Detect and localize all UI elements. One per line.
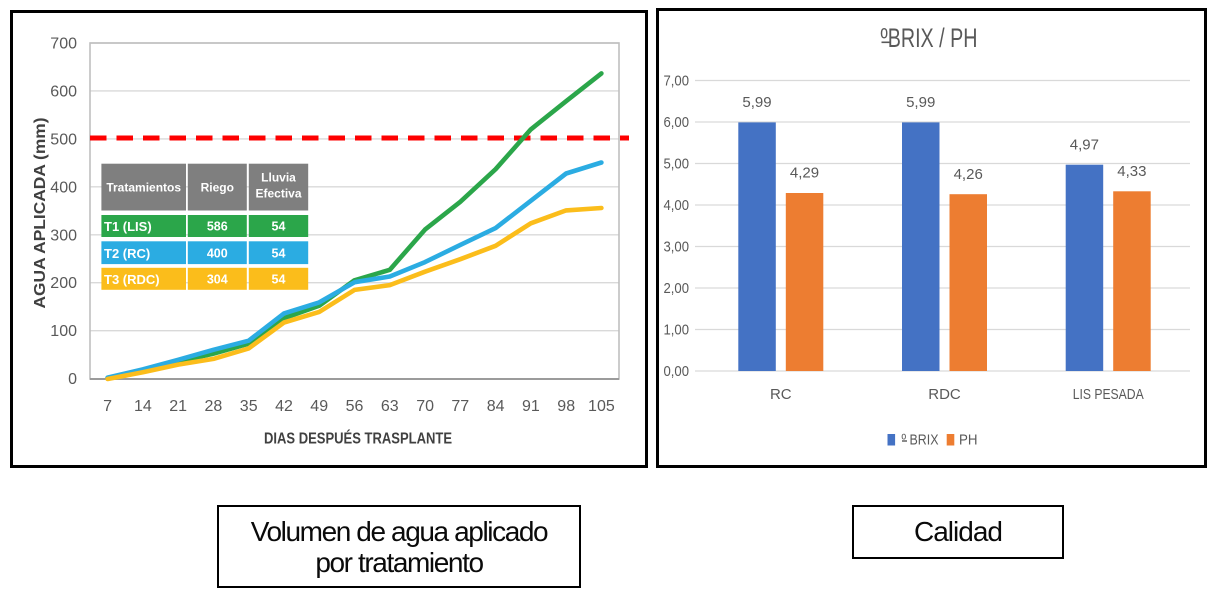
svg-text:Lluvia: Lluvia <box>261 171 296 185</box>
svg-text:AGUA APLICADA (mm): AGUA APLICADA (mm) <box>32 118 49 309</box>
svg-text:35: 35 <box>240 398 258 415</box>
svg-text:70: 70 <box>416 398 434 415</box>
svg-text:77: 77 <box>451 398 469 415</box>
svg-text:5,99: 5,99 <box>906 94 935 111</box>
svg-text:84: 84 <box>487 398 505 415</box>
svg-text:49: 49 <box>310 398 328 415</box>
svg-text:98: 98 <box>557 398 575 415</box>
svg-text:54: 54 <box>272 220 286 234</box>
svg-text:54: 54 <box>272 246 286 260</box>
svg-text:105: 105 <box>588 398 615 415</box>
svg-text:5,00: 5,00 <box>664 156 690 173</box>
svg-text:0,00: 0,00 <box>664 363 690 380</box>
svg-text:400: 400 <box>207 246 228 260</box>
svg-text:7,00: 7,00 <box>664 73 690 90</box>
svg-text:3,00: 3,00 <box>664 239 690 256</box>
svg-text:14: 14 <box>134 398 152 415</box>
svg-text:T1 (LIS): T1 (LIS) <box>104 219 152 234</box>
svg-text:91: 91 <box>522 398 540 415</box>
svg-text:500: 500 <box>50 131 77 148</box>
svg-text:RC: RC <box>770 386 792 403</box>
svg-text:28: 28 <box>205 398 223 415</box>
svg-text:304: 304 <box>207 272 228 286</box>
svg-text:7: 7 <box>103 398 112 415</box>
svg-text:4,00: 4,00 <box>664 197 690 214</box>
svg-text:6,00: 6,00 <box>664 114 690 131</box>
svg-text:ºBRIX / PH: ºBRIX / PH <box>881 23 978 53</box>
svg-text:100: 100 <box>50 323 77 340</box>
svg-text:LIS PESADA: LIS PESADA <box>1073 386 1144 403</box>
svg-text:PH: PH <box>959 432 978 449</box>
svg-text:54: 54 <box>272 272 286 286</box>
svg-text:5,99: 5,99 <box>742 94 771 111</box>
svg-text:63: 63 <box>381 398 399 415</box>
svg-text:º BRIX: º BRIX <box>902 432 939 449</box>
svg-text:2,00: 2,00 <box>664 280 690 297</box>
svg-text:4,26: 4,26 <box>954 166 983 183</box>
svg-text:Tratamientos: Tratamientos <box>106 181 181 195</box>
svg-text:200: 200 <box>50 275 77 292</box>
svg-text:56: 56 <box>346 398 364 415</box>
svg-text:Riego: Riego <box>201 181 234 195</box>
svg-text:1,00: 1,00 <box>664 322 690 339</box>
svg-text:4,97: 4,97 <box>1070 136 1099 153</box>
svg-text:700: 700 <box>50 36 77 53</box>
svg-text:42: 42 <box>275 398 293 415</box>
svg-text:300: 300 <box>50 227 77 244</box>
svg-text:586: 586 <box>207 220 228 234</box>
svg-text:4,33: 4,33 <box>1117 163 1146 180</box>
svg-text:RDC: RDC <box>928 386 961 403</box>
svg-text:600: 600 <box>50 83 77 100</box>
svg-text:Efectiva: Efectiva <box>255 187 301 201</box>
svg-text:400: 400 <box>50 179 77 196</box>
svg-text:0: 0 <box>68 371 77 388</box>
svg-text:DIAS DESPUÉS TRASPLANTE: DIAS DESPUÉS TRASPLANTE <box>264 429 452 448</box>
svg-text:4,29: 4,29 <box>790 165 819 182</box>
svg-text:T3 (RDC): T3 (RDC) <box>104 272 160 287</box>
svg-text:T2 (RC): T2 (RC) <box>104 246 150 261</box>
svg-text:21: 21 <box>169 398 187 415</box>
